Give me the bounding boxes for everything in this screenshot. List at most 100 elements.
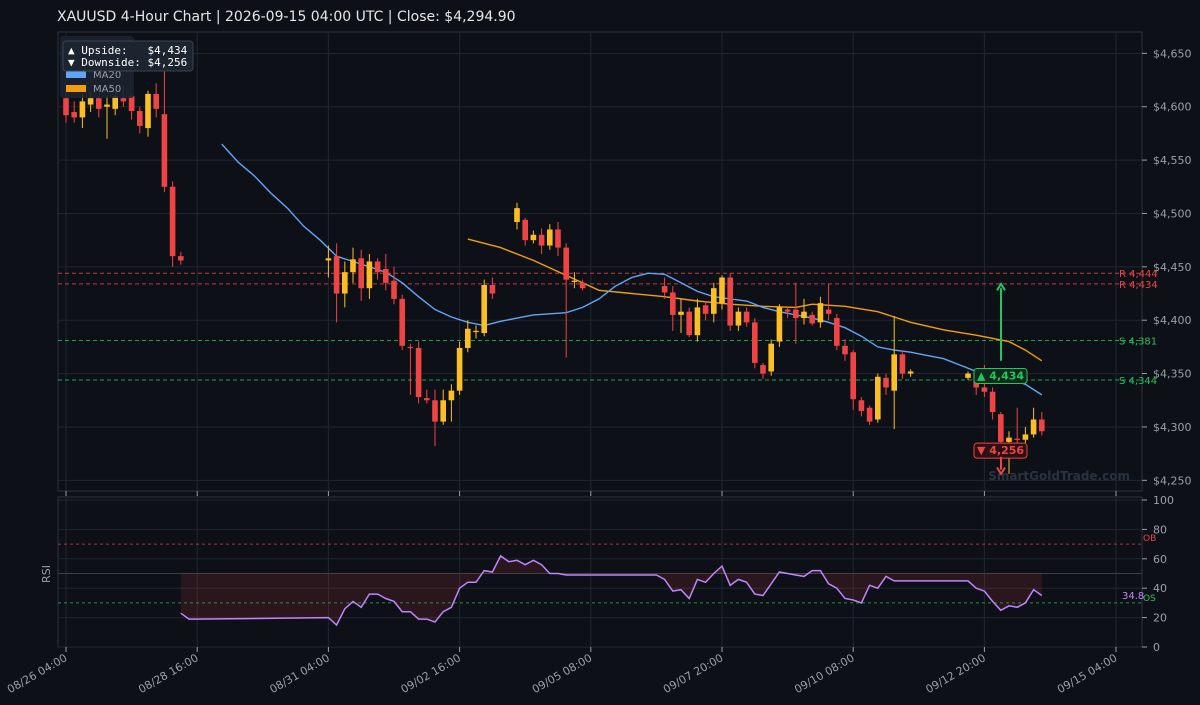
candle-body — [79, 101, 86, 118]
candle-body — [768, 343, 774, 372]
candle-body — [875, 376, 881, 420]
rsi-tick-label: 80 — [1153, 523, 1167, 536]
candle-body — [522, 219, 528, 241]
candle-body — [793, 309, 799, 319]
candle-body — [161, 114, 168, 187]
candle-body — [374, 261, 381, 273]
rsi-ylabel: RSI — [40, 565, 53, 583]
candle-body — [1022, 434, 1029, 440]
rsi-ob-label: OB — [1143, 534, 1156, 544]
candle-body — [686, 311, 692, 336]
candle-body — [563, 247, 569, 280]
candle-body — [325, 258, 332, 261]
candle-body — [1014, 438, 1020, 440]
candle-body — [473, 330, 479, 333]
candle-body — [735, 311, 742, 326]
candle-body — [571, 280, 578, 282]
price-tick-label: $4,300 — [1153, 421, 1192, 434]
candle-body — [998, 414, 1004, 442]
candle-body — [579, 282, 586, 289]
candle-body — [809, 314, 815, 324]
candle-body — [784, 309, 791, 312]
info-upside: ▲ Upside: $4,434 — [68, 44, 188, 57]
candle-body — [456, 347, 463, 391]
candle-body — [883, 377, 889, 388]
level-label: R 4,434 — [1119, 280, 1158, 291]
candle-body — [350, 259, 356, 273]
candle-body — [891, 354, 897, 391]
candle-body — [514, 208, 520, 223]
info-box-frame — [62, 40, 194, 72]
candle-body — [965, 373, 971, 378]
price-tick-label: $4,550 — [1153, 154, 1192, 167]
targets: ▲ 4,434 ▼ 4,256 — [973, 282, 1028, 476]
candle-body — [169, 186, 176, 257]
candle-body — [719, 277, 725, 304]
candle-body — [817, 303, 824, 323]
candle-body — [465, 328, 471, 348]
target-up-box — [973, 367, 1028, 384]
rsi-path — [180, 554, 1043, 627]
candle-body — [801, 311, 807, 319]
candle-body — [481, 284, 487, 334]
legend-label-ma20: MA20 — [93, 70, 121, 81]
candle-body — [415, 347, 422, 398]
price-tick-label: $4,250 — [1153, 474, 1192, 487]
candle-body — [907, 371, 914, 374]
candle-body — [670, 292, 676, 315]
candle-body — [448, 390, 455, 401]
candle-body — [104, 104, 110, 107]
candle-body — [120, 98, 127, 102]
candle-body — [1030, 419, 1037, 435]
candle-body — [711, 288, 717, 314]
price-tick-label: $4,450 — [1153, 261, 1192, 274]
rsi-line — [180, 554, 1043, 627]
rsi-tick-label: 60 — [1153, 553, 1167, 566]
candle-body — [538, 234, 545, 246]
candle-body — [333, 256, 340, 294]
candle-body — [358, 258, 364, 289]
price-tick-label: $4,400 — [1153, 314, 1192, 327]
watermark: SmartGoldTrade.com — [988, 469, 1130, 483]
candle-body — [842, 345, 848, 355]
level-label: S 4,344 — [1119, 376, 1157, 387]
candle-body — [834, 318, 840, 346]
candle-body — [71, 112, 77, 118]
candle-body — [391, 280, 397, 299]
candle-body — [661, 286, 668, 293]
candle-body — [424, 398, 430, 401]
rsi-grid — [58, 497, 1142, 648]
chart-title: XAUUSD 4-Hour Chart | 2026-09-15 04:00 U… — [57, 9, 516, 25]
candle-body — [137, 110, 143, 126]
candle-body — [702, 305, 709, 314]
price-axis: $4,250 $4,300 $4,350 $4,400 $4,450 $4,500 $4,5… — [1142, 47, 1192, 487]
price-panel — [57, 31, 1143, 492]
candle-body — [399, 298, 405, 346]
candle-body — [547, 229, 553, 246]
price-tick-label: $4,350 — [1153, 368, 1192, 381]
candle-body — [128, 96, 135, 111]
candle-body — [776, 307, 783, 342]
candle-body — [727, 277, 733, 326]
rsi-last-value: 34.8 — [1122, 591, 1144, 602]
target-up-label: ▲ 4,434 — [977, 369, 1024, 382]
rsi-axis: 0 20 40 60 80 100 — [1142, 494, 1174, 654]
price-tick-label: $4,600 — [1153, 101, 1192, 114]
candle-body — [1039, 419, 1045, 432]
candle-body — [153, 93, 159, 109]
candle-body — [743, 311, 750, 323]
candle-body — [858, 400, 865, 411]
target-down-label: ▼ 4,256 — [977, 444, 1024, 457]
candle-body — [1006, 437, 1012, 442]
candle-body — [112, 96, 118, 109]
candle-body — [407, 346, 414, 349]
candle-body — [866, 407, 873, 422]
candle-body — [489, 284, 496, 294]
candle-body — [383, 268, 389, 283]
rsi-tick-label: 0 — [1153, 641, 1160, 654]
candle-body — [825, 309, 832, 314]
candle-body — [366, 261, 373, 289]
candle-body — [981, 387, 988, 392]
candle-body — [694, 307, 701, 336]
